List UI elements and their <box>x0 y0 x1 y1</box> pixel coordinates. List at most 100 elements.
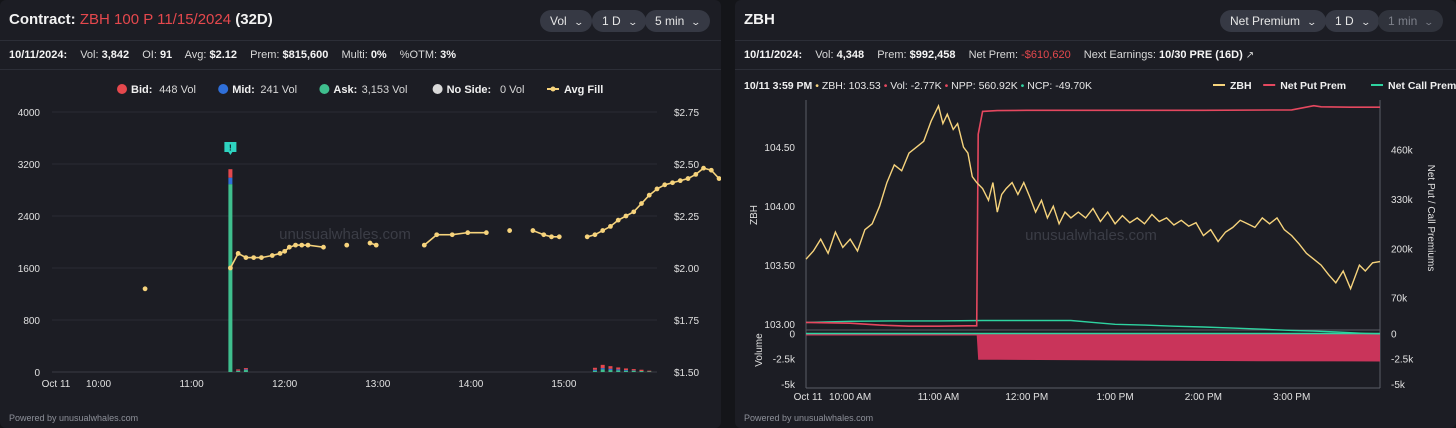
legend-dot-2 <box>319 84 330 94</box>
volume-bar-bid <box>616 367 621 370</box>
stats-date: 10/11/2024: <box>744 49 803 61</box>
legend-value-1: 241 Vol <box>260 84 297 96</box>
watermark: unusualwhales.com <box>1025 227 1157 244</box>
avg-fill-point <box>305 242 311 248</box>
avg-fill-point <box>615 217 621 223</box>
legend-value-0: 448 Vol <box>159 84 196 96</box>
contract-chart-panel: Contract: ZBH 100 P 11/15/2024 (32D) Vol… <box>0 0 721 428</box>
avg-fill-segment <box>229 253 239 269</box>
x-tick-label: Oct 11 <box>42 379 71 390</box>
legend-dot-avg-fill <box>550 86 556 92</box>
avg-fill-point <box>344 242 350 248</box>
powered-by-footer[interactable]: Powered by unusualwhales.com <box>9 413 139 423</box>
volume-left-tick-label: -5k <box>781 380 796 391</box>
avg-fill-point <box>631 209 637 215</box>
x-tick-label: 13:00 <box>365 379 390 390</box>
avg-fill-segment <box>452 231 468 236</box>
y-left-tick-label: 2400 <box>18 212 41 223</box>
volume-bar-ask <box>243 370 248 372</box>
watermark: unusualwhales.com <box>279 226 411 243</box>
ticker-title: ZBH <box>744 11 775 28</box>
range-dropdown[interactable]: 1 D ⌄ <box>592 10 647 32</box>
chevron-down-icon: ⌄ <box>627 17 638 27</box>
avg-fill-point <box>269 253 275 258</box>
avg-fill-point <box>251 255 257 260</box>
volume-left-tick-label: -2.5k <box>773 355 796 366</box>
avg-fill-point <box>646 192 652 198</box>
stats-volume: 3,842 <box>101 49 130 61</box>
volume-right-tick-label: 0 <box>1391 330 1397 341</box>
avg-fill-point <box>592 232 598 238</box>
y-left-tick-label: 103.50 <box>764 261 795 272</box>
y-left-tick-label: 103.00 <box>764 320 795 331</box>
x-tick-label: 10:00 <box>86 379 111 390</box>
tooltip-readout: 10/11 3:59 PM • ZBH: 103.53 • Vol: -2.77… <box>744 80 1092 92</box>
contract-symbol[interactable]: ZBH 100 P 11/15/2024 <box>79 11 232 28</box>
volume-bar-mid <box>228 177 233 185</box>
contract-title-prefix: Contract: <box>9 11 76 28</box>
volume-right-tick-label: -5k <box>1391 380 1406 391</box>
legend-value-3: 0 Vol <box>500 84 524 96</box>
volume-bar-mid <box>600 368 605 370</box>
powered-by-footer[interactable]: Powered by unusualwhales.com <box>744 413 874 423</box>
avg-fill-point <box>530 228 536 233</box>
legend-label-1: Net Put Prem <box>1280 80 1346 92</box>
volume-bar-ask <box>592 370 597 372</box>
y-left-tick-label: 104.50 <box>764 143 795 154</box>
avg-fill-point <box>243 255 249 260</box>
avg-fill-point <box>639 201 644 206</box>
legend-dot-3 <box>432 84 443 94</box>
ticker-stats-row: 10/11/2024: Vol: 4,348 Prem: $992,458 Ne… <box>744 49 1255 61</box>
avg-fill-point <box>556 234 562 240</box>
avg-fill-point <box>608 224 613 229</box>
contract-stats-row: 10/11/2024: Vol: 3,842 OI: 91 Avg: $2.12… <box>9 49 457 61</box>
legend-label-avg-fill: Avg Fill <box>564 84 603 96</box>
legend-label-2: Net Call Prem <box>1388 80 1456 92</box>
x-tick-label: Oct 11 <box>794 392 823 403</box>
volume-bar-ask <box>608 370 613 372</box>
chevron-down-icon: ⌄ <box>1360 17 1371 27</box>
y-left-tick-label: 800 <box>23 316 40 327</box>
y-right-tick-label: $2.50 <box>674 160 699 171</box>
legend-label-0: Bid: <box>131 84 152 96</box>
volume-bar-bid <box>647 370 652 372</box>
legend-label-3: No Side: <box>447 84 492 96</box>
volume-bar-bid <box>228 169 233 178</box>
legend-label-0: ZBH <box>1230 80 1252 92</box>
volume-bar-bid <box>236 369 241 371</box>
range-dropdown[interactable]: 1 D ⌄ <box>1325 10 1380 32</box>
stats-date: 10/11/2024: <box>9 49 68 61</box>
volume-bar-ask <box>623 370 628 372</box>
avg-fill-point <box>277 251 283 256</box>
y-right-tick-label: $2.25 <box>674 212 699 223</box>
legend-label-1: Mid: <box>232 84 255 96</box>
alert-flag-icon <box>224 142 237 155</box>
volume-bar-mid <box>608 368 613 371</box>
stats-otm: 3% <box>440 49 457 61</box>
y-right-tick-label: 330k <box>1391 195 1414 206</box>
y-left-tick-label: 1600 <box>18 264 41 275</box>
stats-premium: $815,600 <box>282 49 329 61</box>
volume-bar-bid <box>243 368 248 370</box>
ticker-chart-panel: ZBH Net Premium ⌄ 1 D ⌄ 1 min ⌄ 10/11/2024:… <box>735 0 1456 428</box>
avg-fill-point <box>708 167 714 173</box>
volume-area <box>806 333 1380 362</box>
y-right-tick-label: 70k <box>1391 294 1408 305</box>
x-tick-label: 15:00 <box>551 379 576 390</box>
x-tick-label: 2:00 PM <box>1185 392 1222 403</box>
avg-fill-point <box>584 234 590 240</box>
y-left-tick-label: 3200 <box>18 160 41 171</box>
external-link-icon[interactable]: ↗ <box>1245 50 1255 61</box>
net-put-prem-line <box>805 104 1380 327</box>
volume-bar-ask <box>639 371 644 372</box>
volume-bar-bid <box>600 364 605 369</box>
interval-dropdown-disabled: 1 min ⌄ <box>1378 10 1443 32</box>
volume-bar-ask <box>631 370 636 372</box>
interval-dropdown[interactable]: 5 min ⌄ <box>645 10 710 32</box>
y-right-tick-label: 460k <box>1391 145 1414 156</box>
legend-value-2: 3,153 Vol <box>362 84 408 96</box>
premium-mode-dropdown[interactable]: Net Premium ⌄ <box>1220 10 1326 32</box>
avg-fill-point <box>549 234 554 240</box>
mode-dropdown[interactable]: Vol ⌄ <box>540 10 593 32</box>
y-left-tick-label: 4000 <box>18 108 41 119</box>
